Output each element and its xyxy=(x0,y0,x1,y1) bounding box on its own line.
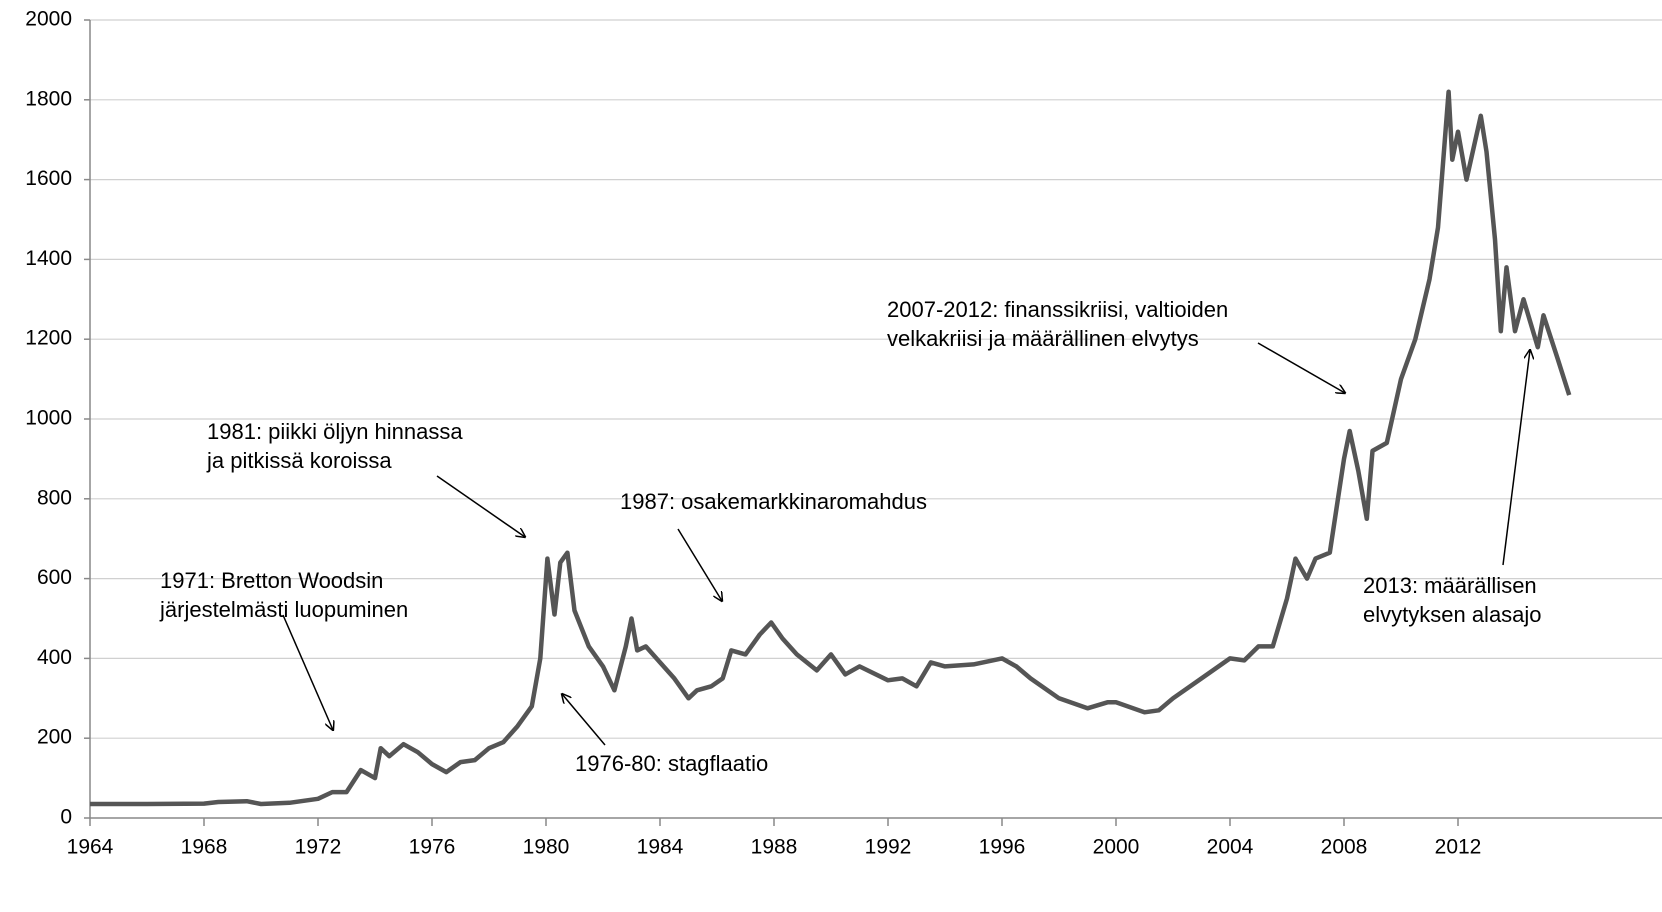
arrow xyxy=(677,528,722,601)
annotation: 2013: määrällisen xyxy=(1363,573,1537,598)
x-tick-label: 1988 xyxy=(751,836,798,859)
y-tick-label: 400 xyxy=(37,646,72,669)
annotation: 1976-80: stagflaatio xyxy=(575,751,768,776)
x-tick-label: 2008 xyxy=(1321,836,1368,859)
annotation: 1981: piikki öljyn hinnassa xyxy=(207,419,463,444)
annotation: elvytyksen alasajo xyxy=(1363,602,1542,627)
x-tick-label: 2004 xyxy=(1207,836,1254,859)
y-tick-label: 1400 xyxy=(25,247,72,270)
y-tick-label: 1000 xyxy=(25,407,72,430)
arrow xyxy=(282,614,333,730)
arrow xyxy=(1257,342,1345,393)
x-tick-label: 2000 xyxy=(1093,836,1140,859)
annotation-arrows xyxy=(282,342,1530,746)
annotation: 1971: Bretton Woodsin xyxy=(160,568,383,593)
y-tick-label: 800 xyxy=(37,486,72,509)
annotation: järjestelmästi luopuminen xyxy=(159,597,408,622)
annotation: 2007-2012: finanssikriisi, valtioiden xyxy=(887,297,1228,322)
x-tick-label: 1968 xyxy=(181,836,228,859)
x-tick-label: 1984 xyxy=(637,836,684,859)
x-tick-label: 1972 xyxy=(295,836,342,859)
series-line xyxy=(90,89,1572,807)
y-tick-label: 0 xyxy=(60,806,72,829)
x-tick-label: 1996 xyxy=(979,836,1026,859)
y-tick-label: 1800 xyxy=(25,87,72,110)
annotation: ja pitkissä koroissa xyxy=(206,448,392,473)
y-tick-label: 2000 xyxy=(25,8,72,31)
annotation: 1987: osakemarkkinaromahdus xyxy=(620,489,927,514)
x-tick-label: 1992 xyxy=(865,836,912,859)
y-tick-label: 1200 xyxy=(25,327,72,350)
x-tick-label: 2012 xyxy=(1435,836,1482,859)
arrow xyxy=(436,475,525,537)
x-tick-label: 1964 xyxy=(67,836,114,859)
annotation: velkakriisi ja määrällinen elvytys xyxy=(887,326,1199,351)
x-tick-label: 1976 xyxy=(409,836,456,859)
arrow xyxy=(562,694,606,746)
grid xyxy=(90,19,1662,739)
y-tick-label: 200 xyxy=(37,726,72,749)
y-tick-label: 1600 xyxy=(25,167,72,190)
arrow xyxy=(1502,350,1530,566)
x-tick-label: 1980 xyxy=(523,836,570,859)
y-tick-label: 600 xyxy=(37,566,72,589)
